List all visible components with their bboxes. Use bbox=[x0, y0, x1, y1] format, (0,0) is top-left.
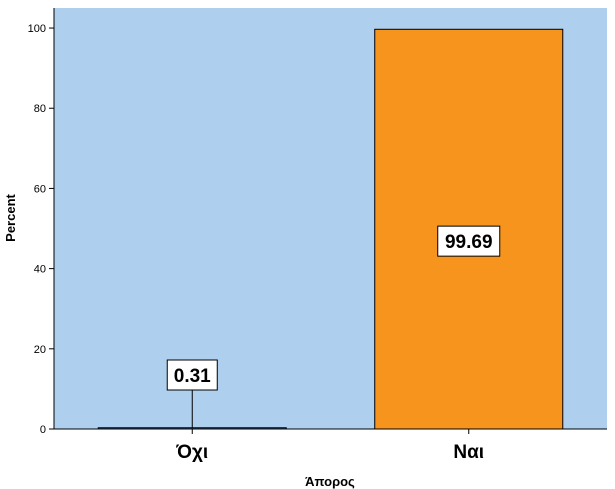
y-ticks-layer: 0 20 40 60 80 100 bbox=[28, 23, 54, 436]
y-tick-label: 0 bbox=[40, 424, 46, 436]
x-category-label: Όχι bbox=[175, 442, 208, 463]
y-tick-label: 20 bbox=[34, 344, 46, 356]
data-label-box bbox=[437, 225, 501, 257]
data-label: 99.69 bbox=[445, 232, 493, 253]
y-tick-label: 60 bbox=[34, 183, 46, 195]
x-category-layer: Όχι Ναι bbox=[175, 429, 484, 463]
data-labels-layer: 0.31 99.69 bbox=[166, 225, 501, 428]
data-label: 0.31 bbox=[174, 366, 211, 387]
y-tick-label: 100 bbox=[28, 23, 46, 35]
x-axis-title: Άπορος bbox=[305, 474, 355, 489]
y-tick-label: 80 bbox=[34, 103, 46, 115]
y-tick-label: 40 bbox=[34, 264, 46, 276]
x-category-label: Ναι bbox=[453, 442, 484, 463]
data-label-box bbox=[166, 359, 218, 391]
y-axis-title: Percent bbox=[3, 193, 18, 241]
